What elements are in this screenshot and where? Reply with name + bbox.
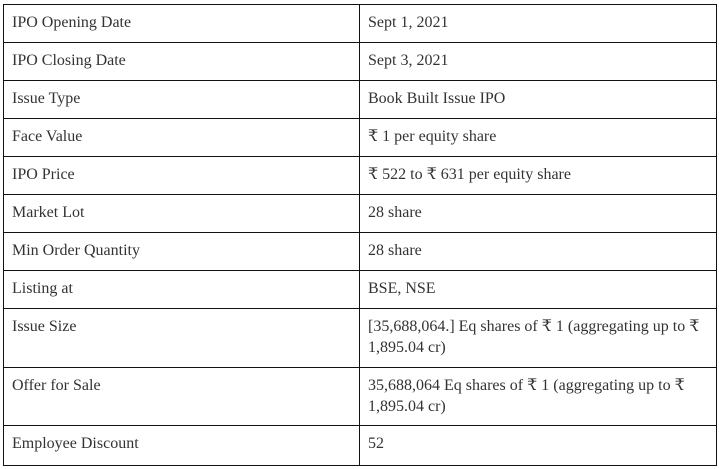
row-value: 28 share — [359, 232, 717, 271]
table-row: Issue Size [35,688,064.] Eq shares of ₹ 1… — [3, 308, 717, 368]
row-label: Issue Type — [3, 80, 360, 119]
row-value: ₹ 1 per equity share — [359, 118, 717, 157]
row-label: Face Value — [3, 118, 360, 157]
row-label: Issue Size — [3, 308, 360, 368]
table-row: Listing at BSE, NSE — [3, 270, 717, 309]
row-value: ₹ 522 to ₹ 631 per equity share — [359, 156, 717, 195]
table-row: Face Value ₹ 1 per equity share — [3, 118, 717, 157]
table-row: Min Order Quantity 28 share — [3, 232, 717, 271]
row-label: IPO Opening Date — [3, 4, 360, 43]
row-label: Min Order Quantity — [3, 232, 360, 271]
table-row: Issue Type Book Built Issue IPO — [3, 80, 717, 119]
table-row: IPO Opening Date Sept 1, 2021 — [3, 4, 717, 43]
row-label: Employee Discount — [3, 425, 360, 466]
table-row: Employee Discount 52 — [3, 425, 717, 466]
row-value: Sept 1, 2021 — [359, 4, 717, 43]
row-value: Sept 3, 2021 — [359, 42, 717, 81]
row-value: [35,688,064.] Eq shares of ₹ 1 (aggregat… — [359, 308, 717, 368]
row-label: IPO Price — [3, 156, 360, 195]
row-value: 35,688,064 Eq shares of ₹ 1 (aggregating… — [359, 366, 717, 426]
row-label: Market Lot — [3, 194, 360, 233]
ipo-details-table: IPO Opening Date Sept 1, 2021 IPO Closing … — [3, 4, 717, 466]
row-value: 28 share — [359, 194, 717, 233]
row-label: Listing at — [3, 270, 360, 309]
row-value: Book Built Issue IPO — [359, 80, 717, 119]
row-value: BSE, NSE — [359, 270, 717, 309]
table-row: IPO Closing Date Sept 3, 2021 — [3, 42, 717, 81]
table-row: IPO Price ₹ 522 to ₹ 631 per equity share — [3, 156, 717, 195]
table-row: Offer for Sale 35,688,064 Eq shares of ₹ … — [3, 366, 717, 426]
row-label: IPO Closing Date — [3, 42, 360, 81]
row-value: 52 — [359, 425, 717, 466]
row-label: Offer for Sale — [3, 366, 360, 426]
table-row: Market Lot 28 share — [3, 194, 717, 233]
